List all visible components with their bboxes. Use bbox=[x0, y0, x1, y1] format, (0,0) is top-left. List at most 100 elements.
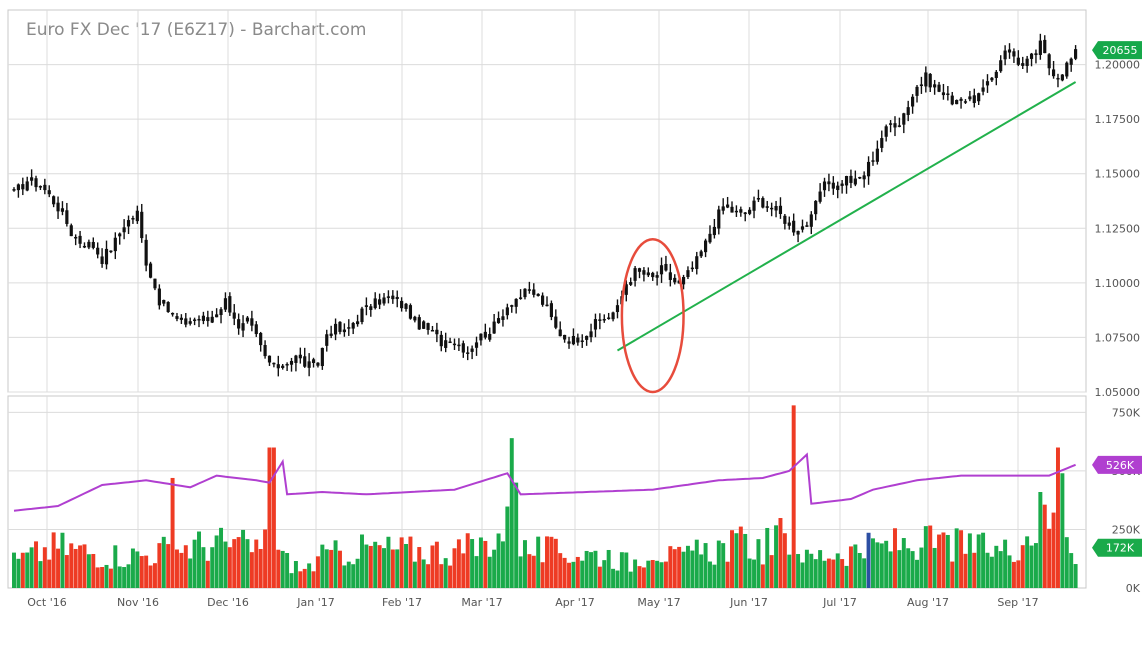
volume-bar bbox=[712, 564, 717, 588]
price-bar bbox=[457, 338, 461, 351]
x-tick-label: Mar '17 bbox=[461, 596, 502, 609]
price-bar-body bbox=[342, 329, 346, 333]
price-bar bbox=[96, 242, 100, 259]
volume-bar bbox=[126, 564, 131, 588]
price-bar-body bbox=[792, 220, 796, 233]
price-bar bbox=[1016, 50, 1020, 67]
volume-bar bbox=[29, 547, 34, 588]
price-bar-body bbox=[241, 323, 245, 331]
price-bar bbox=[12, 187, 16, 192]
volume-bar bbox=[1055, 447, 1060, 588]
volume-bar bbox=[738, 526, 743, 588]
price-bar-body bbox=[585, 335, 589, 340]
price-bar-body bbox=[140, 211, 144, 239]
price-bar-body bbox=[245, 317, 250, 322]
price-bar bbox=[347, 319, 351, 336]
price-bar bbox=[726, 196, 730, 209]
price-bar bbox=[659, 257, 664, 283]
volume-bar bbox=[967, 533, 972, 588]
price-bar-body bbox=[686, 270, 690, 278]
price-bar-body bbox=[474, 342, 479, 348]
price-bar bbox=[483, 323, 487, 340]
price-bar bbox=[87, 239, 91, 250]
volume-bar bbox=[249, 552, 254, 588]
price-bar-body bbox=[752, 200, 756, 211]
x-tick-label: Nov '16 bbox=[117, 596, 159, 609]
volume-bar bbox=[34, 541, 39, 588]
price-bar bbox=[219, 307, 223, 324]
price-bar-body bbox=[404, 303, 408, 309]
price-bar bbox=[818, 183, 822, 204]
volume-bar bbox=[470, 539, 475, 588]
price-bar-body bbox=[69, 225, 73, 237]
price-bar-body bbox=[593, 319, 598, 330]
price-bar-body bbox=[703, 240, 708, 253]
volume-bar bbox=[69, 543, 74, 588]
volume-bar bbox=[12, 552, 16, 588]
price-bar-body bbox=[541, 295, 545, 305]
price-bar-body bbox=[659, 265, 664, 275]
last-ma-badge-shape bbox=[1092, 455, 1142, 474]
price-bar bbox=[237, 313, 241, 335]
volume-bar bbox=[108, 568, 113, 588]
price-bar-body bbox=[673, 277, 677, 283]
price-panel-frame bbox=[7, 9, 1087, 393]
volume-bar bbox=[884, 540, 889, 588]
price-bar-body bbox=[113, 237, 117, 252]
price-bar bbox=[488, 327, 492, 342]
price-bar-body bbox=[871, 160, 875, 162]
price-bar-body bbox=[320, 347, 324, 367]
price-bar-body bbox=[549, 303, 553, 318]
last-volume-badge-text: 172K bbox=[1106, 542, 1135, 555]
volume-moving-average-line bbox=[13, 452, 1076, 512]
volume-bar bbox=[267, 447, 272, 588]
volume-bar bbox=[461, 553, 466, 588]
price-bar bbox=[400, 297, 404, 312]
price-bar-body bbox=[250, 318, 254, 326]
price-bar-body bbox=[977, 93, 981, 102]
volume-bar bbox=[963, 553, 968, 588]
price-bar-body bbox=[862, 175, 866, 180]
price-bar bbox=[558, 321, 562, 337]
x-tick-label: Jan '17 bbox=[296, 596, 334, 609]
volume-bar bbox=[139, 556, 144, 588]
price-bar bbox=[386, 290, 391, 304]
price-bar-body bbox=[153, 278, 157, 289]
price-bar bbox=[193, 317, 197, 326]
price-bar-body bbox=[254, 324, 258, 335]
volume-bar bbox=[1064, 537, 1069, 588]
volume-bar bbox=[38, 561, 43, 588]
volume-bar bbox=[730, 530, 734, 588]
volume-bar bbox=[223, 541, 228, 588]
volume-bar bbox=[593, 550, 598, 588]
price-bar-body bbox=[933, 84, 937, 88]
x-tick-label: Apr '17 bbox=[555, 596, 595, 609]
volume-bar bbox=[258, 548, 263, 588]
price-y-tick-label: 1.20000 bbox=[1095, 59, 1141, 72]
price-bar-body bbox=[911, 96, 915, 107]
price-bar bbox=[316, 362, 320, 368]
price-bar-body bbox=[25, 181, 29, 191]
price-bar bbox=[69, 223, 73, 237]
price-bar bbox=[800, 219, 805, 233]
volume-bar bbox=[782, 533, 787, 588]
volume-bar bbox=[456, 539, 461, 588]
price-bar-body bbox=[311, 359, 316, 364]
volume-bar bbox=[47, 559, 52, 588]
price-bar-body bbox=[818, 191, 822, 202]
price-bar bbox=[1074, 45, 1078, 61]
price-bar bbox=[118, 232, 122, 245]
volume-bar bbox=[923, 526, 928, 588]
price-bar-body bbox=[87, 241, 91, 248]
price-bar bbox=[928, 73, 932, 93]
price-bar bbox=[549, 300, 553, 321]
price-bar bbox=[25, 176, 29, 192]
price-bar-body bbox=[919, 84, 924, 87]
volume-bar bbox=[646, 560, 651, 588]
price-bar bbox=[170, 312, 175, 317]
price-bar bbox=[1056, 73, 1060, 88]
price-bar bbox=[699, 249, 703, 258]
price-bar bbox=[1065, 61, 1069, 79]
price-bar-body bbox=[1016, 57, 1020, 65]
volume-bar bbox=[78, 545, 83, 588]
